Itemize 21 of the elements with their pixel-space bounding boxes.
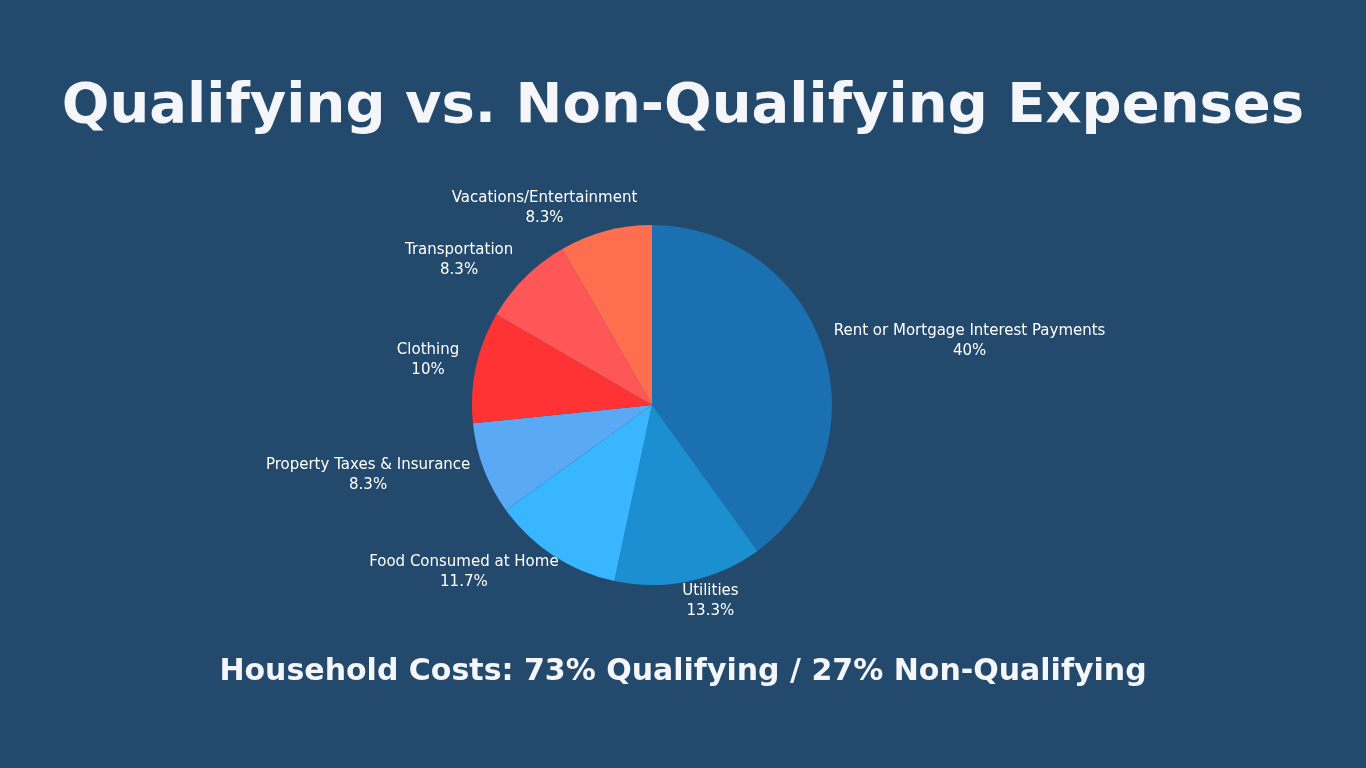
- slice-label: Property Taxes & Insurance: [265, 454, 471, 473]
- data-label: 8.3%: [525, 207, 564, 226]
- data-label: 11.7%: [440, 572, 488, 591]
- text: Household Costs: 73% Qualifying / 27% Non-Qualifying: [218, 652, 1148, 687]
- data-label: 10%: [411, 360, 445, 379]
- slice-label: Transportation: [403, 239, 514, 258]
- pie-slice: [472, 405, 652, 511]
- slice-label: Clothing: [396, 340, 460, 359]
- slice-label: Utilities: [682, 580, 739, 599]
- pie-slice: [652, 225, 832, 551]
- pie-slice: [562, 225, 652, 405]
- data-label: 13.3%: [686, 600, 735, 619]
- data-label: 40%: [952, 340, 987, 359]
- slice-label: Rent or Mortgage Interest Payments: [833, 320, 1106, 339]
- pie-slice: [472, 314, 652, 424]
- data-label: 8.3%: [440, 259, 479, 278]
- pie-slice: [614, 405, 758, 585]
- slice-label: Food Consumed at Home: [369, 552, 559, 571]
- chart-title: Qualifying vs. Non-Qualifying Expenses: [60, 70, 1306, 135]
- slice-label: Vacations/Entertainment: [451, 187, 638, 206]
- data-label: 8.3%: [349, 474, 388, 493]
